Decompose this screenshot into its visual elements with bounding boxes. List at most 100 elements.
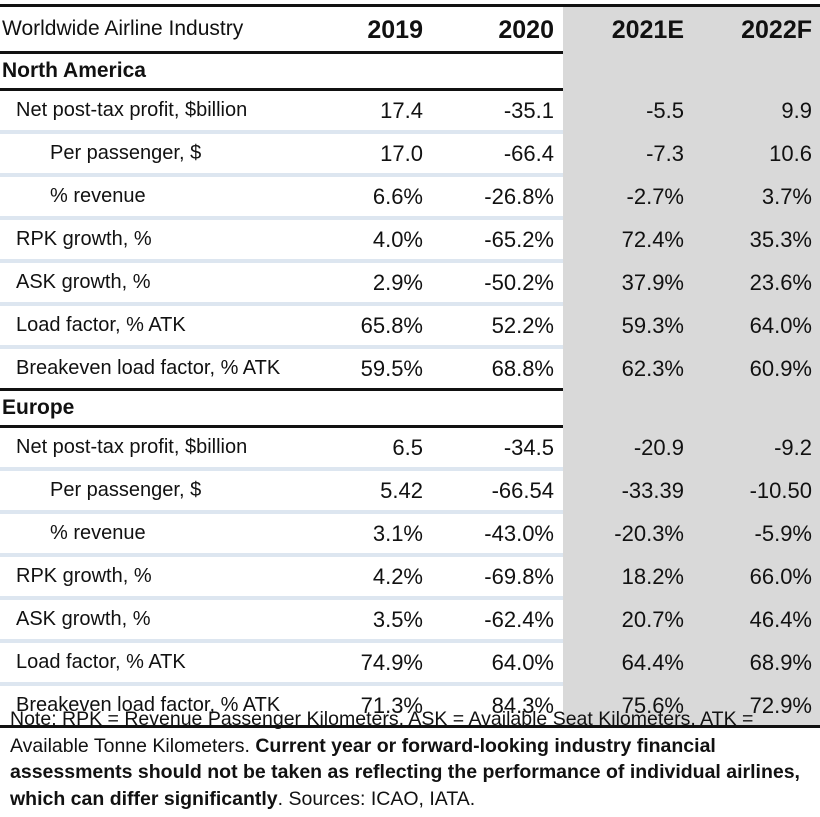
row-separator	[0, 596, 820, 600]
region-header-row: North America	[0, 54, 820, 88]
table-row: Net post-tax profit, $billion 6.5 -34.5 -20…	[0, 428, 820, 467]
forecast-columns-shade	[563, 7, 820, 725]
cell-value: 68.9%	[749, 649, 812, 675]
cell-value: 65.8%	[360, 312, 423, 338]
cell-value: 35.3%	[749, 226, 812, 252]
row-label: ASK growth, %	[16, 271, 151, 293]
cell-value: -2.7%	[626, 183, 684, 209]
row-separator	[0, 639, 820, 643]
section-rule	[0, 388, 820, 391]
cell-value: -20.9	[633, 434, 684, 460]
cell-value: -35.1	[503, 97, 554, 123]
cell-value: 75.6%	[621, 692, 684, 718]
cell-value: 84.3%	[491, 692, 554, 718]
table-row: Net post-tax profit, $billion 17.4 -35.1 -5…	[0, 91, 820, 130]
cell-value: 9.9	[781, 97, 812, 123]
cell-value: 5.42	[380, 477, 423, 503]
row-label: Load factor, % ATK	[16, 651, 186, 673]
cell-value: 2.9%	[372, 269, 423, 295]
table-row: RPK growth, % 4.2% -69.8% 18.2% 66.0%	[0, 557, 820, 596]
row-separator	[0, 216, 820, 220]
table-row: Load factor, % ATK 65.8% 52.2% 59.3% 64.0%	[0, 306, 820, 345]
row-label: Per passenger, $	[50, 479, 202, 501]
cell-value: 3.7%	[761, 183, 812, 209]
cell-value: -20.3%	[614, 520, 684, 546]
region-header-row: Europe	[0, 391, 820, 425]
section-rule	[0, 51, 820, 54]
cell-value: 72.9%	[749, 692, 812, 718]
cell-value: -10.50	[749, 477, 812, 503]
cell-value: 18.2%	[621, 563, 684, 589]
row-separator	[0, 302, 820, 306]
table-row: % revenue 6.6% -26.8% -2.7% 3.7%	[0, 177, 820, 216]
row-separator	[0, 130, 820, 134]
table-row: Per passenger, $ 17.0 -66.4 -7.3 10.6	[0, 134, 820, 173]
footnote: Note: RPK = Revenue Passenger Kilometers…	[10, 706, 810, 812]
section-rule	[0, 88, 820, 91]
cell-value: 59.3%	[621, 312, 684, 338]
cell-value: -43.0%	[484, 520, 554, 546]
cell-value: 37.9%	[621, 269, 684, 295]
cell-value: 66.0%	[749, 563, 812, 589]
row-separator	[0, 553, 820, 557]
row-label: Per passenger, $	[50, 142, 202, 164]
row-label: Net post-tax profit, $billion	[16, 99, 248, 121]
cell-value: 59.5%	[360, 355, 423, 381]
cell-value: -62.4%	[484, 606, 554, 632]
table-row: ASK growth, % 2.9% -50.2% 37.9% 23.6%	[0, 263, 820, 302]
row-label: RPK growth, %	[16, 565, 152, 587]
footnote-sources: . Sources: ICAO, IATA.	[277, 787, 476, 810]
column-header: 2021E	[611, 16, 684, 44]
table-row: RPK growth, % 4.0% -65.2% 72.4% 35.3%	[0, 220, 820, 259]
cell-value: 68.8%	[491, 355, 554, 381]
row-label: Load factor, % ATK	[16, 314, 186, 336]
cell-value: 60.9%	[749, 355, 812, 381]
footnote-definitions: Note: RPK = Revenue Passenger Kilometers…	[10, 708, 754, 757]
cell-value: 17.4	[380, 97, 423, 123]
row-separator	[0, 467, 820, 471]
cell-value: -66.4	[503, 140, 554, 166]
cell-value: 64.0%	[491, 649, 554, 675]
row-separator	[0, 682, 820, 686]
footnote-disclaimer: Current year or forward-looking industry…	[10, 734, 800, 810]
row-separator	[0, 173, 820, 177]
cell-value: -33.39	[621, 477, 684, 503]
cell-value: -9.2	[774, 434, 812, 460]
cell-value: -26.8%	[484, 183, 554, 209]
row-separator	[0, 345, 820, 349]
cell-value: 4.2%	[372, 563, 423, 589]
table-row: Per passenger, $ 5.42 -66.54 -33.39 -10.50	[0, 471, 820, 510]
row-separator	[0, 259, 820, 263]
section-rule	[0, 425, 820, 428]
cell-value: -7.3	[646, 140, 684, 166]
cell-value: -5.5	[646, 97, 684, 123]
row-separator	[0, 510, 820, 514]
cell-value: 4.0%	[372, 226, 423, 252]
cell-value: -65.2%	[484, 226, 554, 252]
column-header: 2019	[367, 16, 423, 44]
cell-value: 62.3%	[621, 355, 684, 381]
cell-value: 64.4%	[621, 649, 684, 675]
cell-value: 74.9%	[360, 649, 423, 675]
cell-value: -69.8%	[484, 563, 554, 589]
bottom-rule	[0, 725, 820, 728]
table-row: Breakeven load factor, % ATK 71.3% 84.3% 75…	[0, 686, 820, 725]
cell-value: 20.7%	[621, 606, 684, 632]
row-label: % revenue	[50, 522, 146, 544]
column-header: 2022F	[741, 16, 812, 44]
top-rule	[0, 4, 820, 7]
column-header: 2020	[498, 16, 554, 44]
cell-value: 71.3%	[360, 692, 423, 718]
row-label: Net post-tax profit, $billion	[16, 436, 248, 458]
cell-value: 52.2%	[491, 312, 554, 338]
row-label: % revenue	[50, 185, 146, 207]
table-row: Breakeven load factor, % ATK 59.5% 68.8% 62…	[0, 349, 820, 388]
header-row: Worldwide Airline Industry 2019 2020 202…	[0, 7, 820, 51]
cell-value: 3.5%	[372, 606, 423, 632]
region-name: Europe	[2, 396, 75, 419]
airline-industry-table: Worldwide Airline Industry 2019 2020 202…	[0, 4, 820, 728]
table-row: % revenue 3.1% -43.0% -20.3% -5.9%	[0, 514, 820, 553]
cell-value: 23.6%	[749, 269, 812, 295]
cell-value: -66.54	[491, 477, 554, 503]
row-label: Breakeven load factor, % ATK	[16, 694, 281, 716]
